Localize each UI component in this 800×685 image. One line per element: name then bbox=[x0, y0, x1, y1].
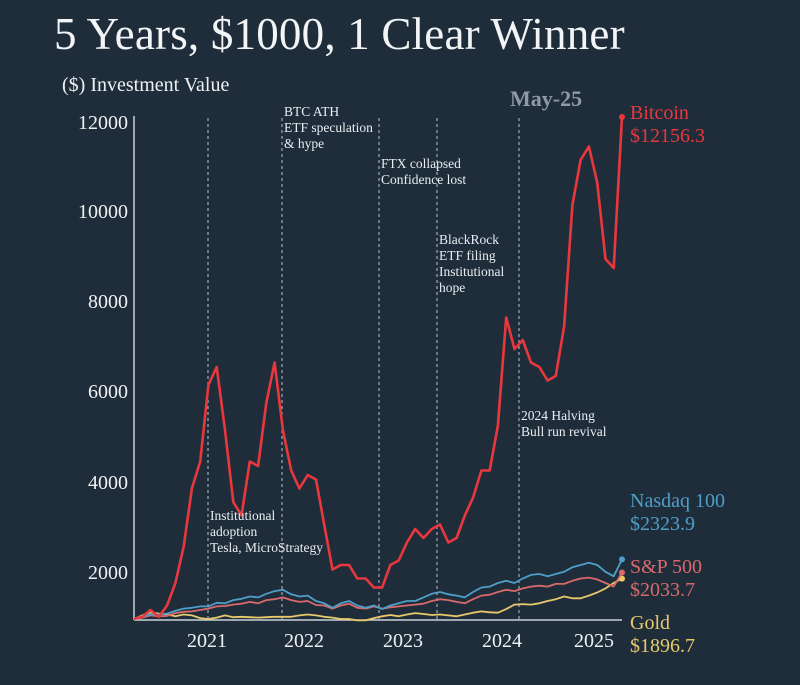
legend-sp500: S&P 500 $2033.7 bbox=[630, 556, 702, 602]
annotation-ftx-collapse: FTX collapsed Confidence lost bbox=[381, 156, 467, 187]
y-tick-6000: 6000 bbox=[88, 381, 128, 403]
legend-gold-name: Gold bbox=[630, 612, 670, 634]
annotation-institutional-adoption: Institutional adoption Tesla, MicroStrat… bbox=[210, 508, 324, 555]
legend-nasdaq-name: Nasdaq 100 bbox=[630, 490, 725, 512]
y-tick-8000: 8000 bbox=[88, 291, 128, 313]
legend-bitcoin: Bitcoin $12156.3 bbox=[630, 102, 705, 148]
current-month-label: May-25 bbox=[510, 86, 583, 111]
series-line-gold bbox=[133, 577, 623, 622]
y-axis-label: ($) Investment Value bbox=[62, 74, 230, 96]
annotation-2024-halving: 2024 Halving Bull run revival bbox=[521, 408, 607, 439]
legend-bitcoin-name: Bitcoin bbox=[630, 102, 689, 124]
x-tick-2025: 2025 bbox=[574, 630, 614, 652]
y-tick-10000: 10000 bbox=[78, 201, 128, 223]
chart-title: 5 Years, $1000, 1 Clear Winner bbox=[54, 9, 625, 59]
annotation-blackrock-etf: BlackRock ETF filing Institutional hope bbox=[439, 232, 505, 295]
legend-gold-value: $1896.7 bbox=[630, 635, 695, 657]
legend-gold: Gold $1896.7 bbox=[630, 612, 695, 658]
legend-nasdaq: Nasdaq 100 $2323.9 bbox=[630, 490, 725, 536]
series-lines bbox=[133, 113, 625, 622]
annotation-btc-ath: BTC ATH ETF speculation & hype bbox=[284, 104, 373, 151]
legend-bitcoin-value: $12156.3 bbox=[630, 125, 705, 147]
y-tick-12000: 12000 bbox=[78, 112, 128, 134]
y-tick-2000: 2000 bbox=[88, 562, 128, 584]
series-line-bitcoin bbox=[133, 116, 624, 621]
x-tick-2024: 2024 bbox=[482, 630, 522, 652]
series-end-dot-bitcoin bbox=[619, 113, 625, 120]
series-line-nasdaq-100 bbox=[133, 559, 623, 620]
series-end-dot-s-p-500 bbox=[619, 569, 625, 576]
x-tick-2023: 2023 bbox=[383, 630, 423, 652]
x-tick-2021: 2021 bbox=[187, 630, 227, 652]
legend-sp500-name: S&P 500 bbox=[630, 556, 703, 578]
legend-nasdaq-value: $2323.9 bbox=[630, 513, 695, 535]
series-end-dot-gold bbox=[619, 575, 625, 582]
y-tick-4000: 4000 bbox=[88, 472, 128, 494]
legend-sp500-value: $2033.7 bbox=[630, 579, 695, 601]
series-end-dot-nasdaq-100 bbox=[619, 556, 625, 563]
x-tick-2022: 2022 bbox=[284, 630, 324, 652]
series-line-s-p-500 bbox=[133, 572, 623, 620]
